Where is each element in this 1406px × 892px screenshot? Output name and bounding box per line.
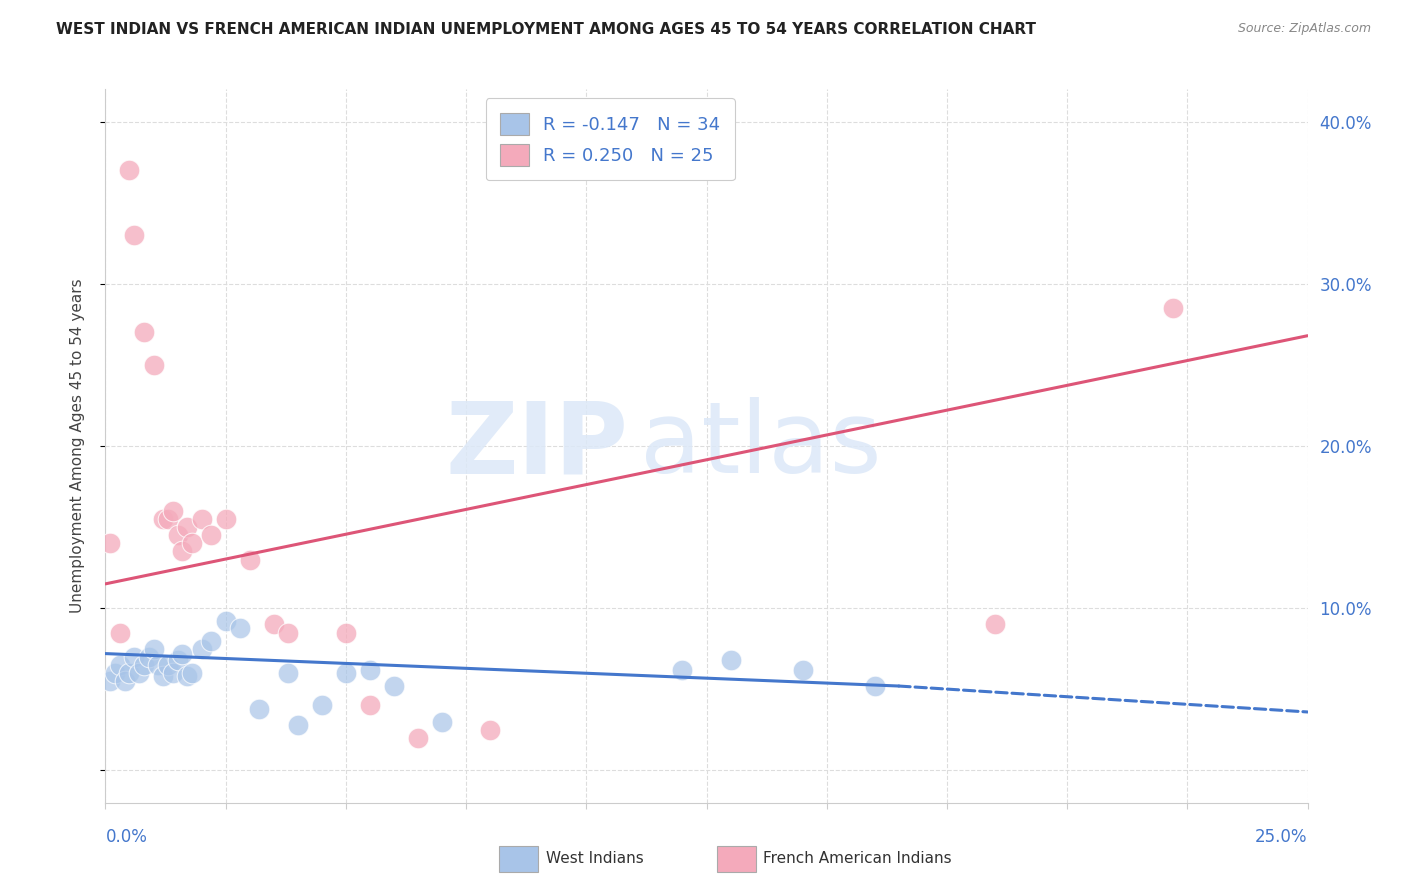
Point (162, 504, 184, 518)
Text: French American Indians: French American Indians (763, 852, 952, 866)
Point (277, 625, 299, 640)
Point (382, 679, 405, 693)
Point (335, 625, 357, 640)
Point (172, 544, 194, 558)
Point (152, 512, 174, 526)
Point (98, 536, 121, 550)
Point (190, 641, 212, 656)
Point (984, 617, 1007, 632)
Point (277, 666, 299, 681)
Text: ZIP: ZIP (446, 398, 628, 494)
Point (247, 702, 270, 716)
Point (287, 718, 309, 732)
Point (98, 674, 121, 689)
Point (720, 653, 742, 667)
Point (104, 666, 127, 681)
Point (335, 666, 357, 681)
Text: Source: ZipAtlas.com: Source: ZipAtlas.com (1237, 22, 1371, 36)
Point (479, 723, 502, 737)
Point (124, 649, 146, 664)
Point (176, 669, 198, 683)
Point (229, 621, 252, 635)
Point (124, 228, 146, 243)
Point (200, 633, 222, 648)
Point (166, 528, 188, 542)
Point (406, 731, 429, 745)
Point (152, 669, 174, 683)
Point (166, 653, 188, 667)
Point (263, 617, 285, 632)
Point (172, 647, 194, 661)
Point (239, 552, 262, 566)
Point (792, 663, 814, 677)
Point (430, 714, 453, 729)
Y-axis label: Unemployment Among Ages 45 to 54 years: Unemployment Among Ages 45 to 54 years (70, 278, 84, 614)
Point (132, 326, 155, 340)
Point (162, 666, 184, 681)
Point (181, 536, 204, 550)
Point (118, 163, 141, 178)
Legend: R = -0.147   N = 34, R = 0.250   N = 25: R = -0.147 N = 34, R = 0.250 N = 25 (485, 98, 735, 180)
Point (190, 512, 212, 526)
Point (142, 358, 165, 372)
Point (118, 666, 141, 681)
Point (359, 663, 381, 677)
Point (132, 657, 155, 672)
Point (214, 512, 236, 526)
Text: 25.0%: 25.0% (1256, 828, 1308, 846)
Point (108, 657, 131, 672)
Point (148, 657, 170, 672)
Point (156, 512, 179, 526)
Text: 0.0%: 0.0% (105, 828, 148, 846)
Text: atlas: atlas (640, 398, 882, 494)
Point (1161, 301, 1184, 315)
Point (863, 679, 886, 693)
Text: West Indians: West Indians (546, 852, 644, 866)
Point (156, 657, 179, 672)
Point (200, 528, 222, 542)
Point (671, 663, 693, 677)
Point (214, 614, 236, 628)
Point (176, 520, 198, 534)
Point (142, 641, 165, 656)
Point (359, 698, 381, 713)
Point (311, 698, 333, 713)
Point (138, 649, 160, 664)
Point (108, 625, 131, 640)
Point (181, 666, 204, 681)
Point (114, 674, 136, 689)
Point (128, 666, 150, 681)
Text: WEST INDIAN VS FRENCH AMERICAN INDIAN UNEMPLOYMENT AMONG AGES 45 TO 54 YEARS COR: WEST INDIAN VS FRENCH AMERICAN INDIAN UN… (56, 22, 1036, 37)
